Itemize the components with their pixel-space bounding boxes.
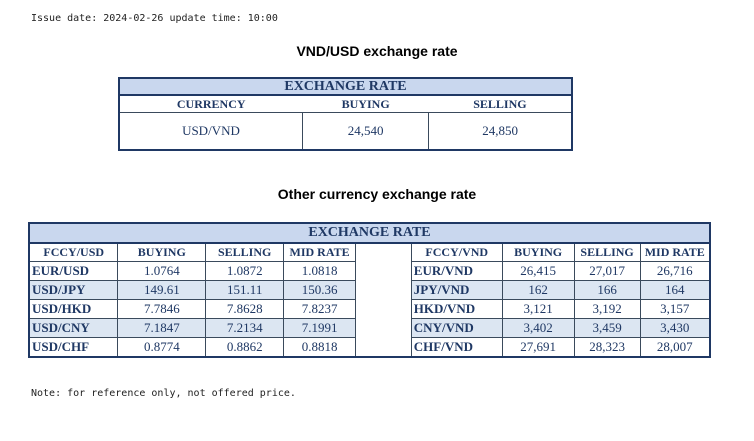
buying-cell: 3,402 — [501, 318, 575, 338]
buying-cell: 162 — [501, 280, 575, 300]
column-header-fccy-vnd: FCCY/VND — [410, 242, 503, 262]
mid-rate-cell: 164 — [639, 280, 711, 300]
disclaimer-note: Note: for reference only, not offered pr… — [31, 388, 296, 399]
table-row: USD/CHF 0.8774 0.8862 0.8818 CHF/VND 27,… — [28, 337, 711, 358]
mid-rate-cell: 28,007 — [639, 337, 711, 358]
column-header-mid-rate: MID RATE — [639, 242, 711, 262]
mid-rate-cell: 7.1991 — [283, 318, 356, 338]
pair-cell: HKD/VND — [410, 299, 503, 319]
pair-cell: EUR/VND — [410, 261, 503, 281]
mid-rate-cell: 0.8818 — [283, 337, 356, 358]
buying-cell: 7.1847 — [117, 318, 207, 338]
selling-cell: 24,850 — [428, 112, 573, 151]
pair-cell: USD/CHF — [28, 337, 119, 358]
column-header-fccy-usd: FCCY/USD — [28, 242, 119, 262]
table-title: EXCHANGE RATE — [28, 222, 711, 244]
other-currency-heading: Other currency exchange rate — [277, 186, 477, 202]
table-gap — [355, 243, 412, 357]
pair-cell: USD/CNY — [28, 318, 119, 338]
buying-cell: 7.7846 — [117, 299, 207, 319]
issue-date-line: Issue date: 2024-02-26 update time: 10:0… — [31, 13, 278, 24]
selling-cell: 28,323 — [573, 337, 641, 358]
pair-cell: USD/HKD — [28, 299, 119, 319]
selling-cell: 3,459 — [573, 318, 641, 338]
selling-cell: 1.0872 — [205, 261, 285, 281]
selling-cell: 7.8628 — [205, 299, 285, 319]
vnd-usd-table: EXCHANGE RATE CURRENCY BUYING SELLING US… — [118, 77, 573, 151]
mid-rate-cell: 3,157 — [639, 299, 711, 319]
pair-cell: EUR/USD — [28, 261, 119, 281]
selling-cell: 27,017 — [573, 261, 641, 281]
mid-rate-cell: 7.8237 — [283, 299, 356, 319]
selling-cell: 166 — [573, 280, 641, 300]
column-header-buying: BUYING — [117, 242, 207, 262]
column-header-selling: SELLING — [428, 94, 572, 113]
mid-rate-cell: 150.36 — [283, 280, 356, 300]
selling-cell: 151.11 — [205, 280, 285, 300]
column-header-selling: SELLING — [573, 242, 641, 262]
buying-cell: 3,121 — [501, 299, 575, 319]
pair-cell: CHF/VND — [410, 337, 503, 358]
other-currency-table: EXCHANGE RATE FCCY/USD BUYING SELLING MI… — [28, 222, 711, 358]
buying-cell: 24,540 — [301, 112, 430, 151]
table-row: USD/CNY 7.1847 7.2134 7.1991 CNY/VND 3,4… — [28, 318, 711, 338]
table-row: EUR/USD 1.0764 1.0872 1.0818 EUR/VND 26,… — [28, 261, 711, 281]
currency-cell: USD/VND — [118, 112, 303, 151]
buying-cell: 27,691 — [501, 337, 575, 358]
buying-cell: 149.61 — [117, 280, 207, 300]
selling-cell: 3,192 — [573, 299, 641, 319]
column-header-buying: BUYING — [302, 94, 429, 113]
column-header-mid-rate: MID RATE — [283, 242, 356, 262]
column-header-buying: BUYING — [501, 242, 575, 262]
table-row: USD/HKD 7.7846 7.8628 7.8237 HKD/VND 3,1… — [28, 299, 711, 319]
mid-rate-cell: 3,430 — [639, 318, 711, 338]
buying-cell: 0.8774 — [117, 337, 207, 358]
buying-cell: 1.0764 — [117, 261, 207, 281]
mid-rate-cell: 1.0818 — [283, 261, 356, 281]
column-header-selling: SELLING — [205, 242, 285, 262]
column-header-currency: CURRENCY — [119, 94, 303, 113]
selling-cell: 7.2134 — [205, 318, 285, 338]
pair-cell: CNY/VND — [410, 318, 503, 338]
mid-rate-cell: 26,716 — [639, 261, 711, 281]
table-row: USD/VND 24,540 24,850 — [118, 112, 573, 151]
table-row: USD/JPY 149.61 151.11 150.36 JPY/VND 162… — [28, 280, 711, 300]
table-title: EXCHANGE RATE — [118, 77, 573, 96]
selling-cell: 0.8862 — [205, 337, 285, 358]
pair-cell: USD/JPY — [28, 280, 119, 300]
buying-cell: 26,415 — [501, 261, 575, 281]
pair-cell: JPY/VND — [410, 280, 503, 300]
vnd-usd-heading: VND/USD exchange rate — [296, 43, 458, 59]
